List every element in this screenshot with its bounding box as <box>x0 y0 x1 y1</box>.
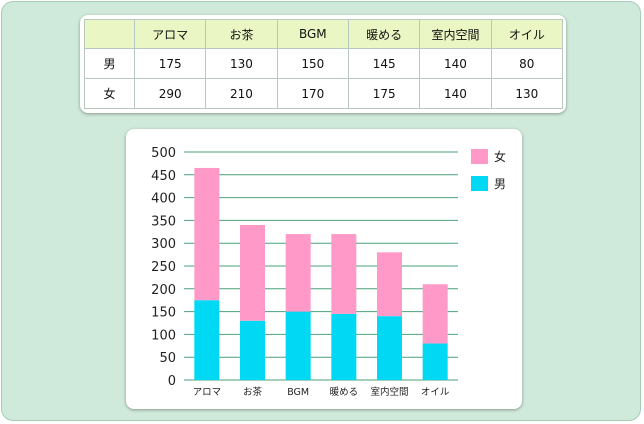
table-cell: 145 <box>347 48 421 79</box>
y-tick-label: 50 <box>159 351 176 366</box>
table-header-cell: 室内空間 <box>419 19 492 49</box>
bar-segment <box>194 300 220 380</box>
y-tick-label: 400 <box>151 192 176 207</box>
x-tick-label: 暖める <box>330 386 359 398</box>
table-cell: 140 <box>419 48 492 79</box>
bar-segment <box>377 252 402 317</box>
table-cell: 175 <box>133 48 207 79</box>
table-cell: 130 <box>490 78 564 109</box>
chart-card: 0 50 100 150 200 250 300 350 400 450 500 アロマ お茶 BGM 暖め… <box>126 129 522 409</box>
bar-segment <box>285 234 311 312</box>
bar-segment <box>422 343 448 380</box>
y-tick-label: 350 <box>151 214 176 229</box>
table-header-cell: アロマ <box>133 19 207 49</box>
table-header-cell: BGM <box>276 19 349 49</box>
table-cell: 80 <box>490 48 564 79</box>
table-row: 男 175 130 150 145 140 80 <box>84 48 564 79</box>
y-tick-label: 500 <box>151 146 176 161</box>
table-header-cell: オイル <box>490 19 564 49</box>
x-tick-label: アロマ <box>193 387 222 398</box>
bar-segment <box>194 167 220 301</box>
x-tick-label: オイル <box>421 387 450 398</box>
table-cell: 130 <box>205 48 278 79</box>
bar-segment <box>240 320 265 380</box>
x-tick-label: 室内空間 <box>370 386 408 398</box>
table-cell: 女 <box>84 78 135 109</box>
table-cell: 150 <box>276 48 349 79</box>
table-cell: 170 <box>276 78 349 109</box>
y-tick-label: 300 <box>151 237 176 252</box>
table-header-cell <box>84 19 135 49</box>
table-header-row: アロマ お茶 BGM 暖める 室内空間 オイル <box>84 19 564 49</box>
x-tick-label: BGM <box>287 387 309 398</box>
y-tick-label: 450 <box>151 169 176 184</box>
x-tick-label: お茶 <box>243 386 263 398</box>
data-table-card: アロマ お茶 BGM 暖める 室内空間 オイル 男 175 130 150 14… <box>80 15 566 113</box>
table-cell: 210 <box>205 78 278 109</box>
y-tick-label: 0 <box>168 374 176 389</box>
y-tick-label: 100 <box>151 328 176 343</box>
table-cell: 290 <box>133 78 207 109</box>
legend-label: 女 <box>494 149 506 164</box>
table-cell: 140 <box>419 78 492 109</box>
bar-segment <box>240 224 265 321</box>
table-cell: 175 <box>347 78 421 109</box>
legend-label: 男 <box>494 177 506 191</box>
bar-segment <box>331 234 357 314</box>
table-cell: 男 <box>84 48 135 79</box>
data-table: アロマ お茶 BGM 暖める 室内空間 オイル 男 175 130 150 14… <box>84 19 564 109</box>
bar-segment <box>422 284 448 344</box>
stacked-bar-chart: 0 50 100 150 200 250 300 350 400 450 500 アロマ お茶 BGM 暖め… <box>151 146 506 398</box>
table-header-cell: お茶 <box>205 19 278 49</box>
table-row: 女 290 210 170 175 140 130 <box>84 78 564 109</box>
bar-segment <box>377 316 402 380</box>
y-tick-label: 150 <box>151 306 176 321</box>
legend-swatch <box>471 149 488 164</box>
bar-segment <box>285 311 311 380</box>
bar-segment <box>331 313 357 380</box>
table-header-cell: 暖める <box>347 19 421 49</box>
y-tick-label: 200 <box>151 283 176 298</box>
y-tick-label: 250 <box>151 260 176 275</box>
legend-swatch <box>471 176 488 191</box>
